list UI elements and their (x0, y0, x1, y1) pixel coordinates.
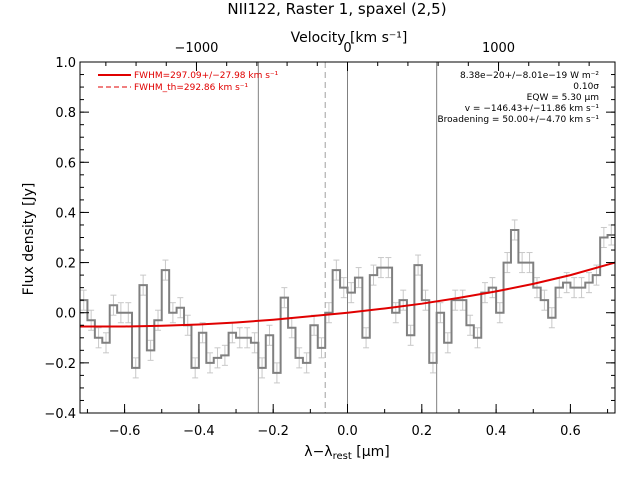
annotation-velocity: v = −146.43+/−11.86 km s⁻¹ (465, 104, 600, 114)
x-axis-title-main: λ−λ (304, 444, 332, 460)
y-tick-label: −0.2 (44, 357, 76, 372)
x-tick-label: −0.6 (109, 424, 141, 439)
top-tick-label: 1000 (482, 41, 515, 56)
annotation-sigma: 0.10σ (573, 82, 599, 92)
fit-curve (80, 261, 616, 328)
x-axis-title: λ−λrest [μm] (304, 444, 389, 462)
y-tick-label: 0.8 (55, 106, 76, 121)
y-tick-label: 0.4 (55, 206, 76, 221)
spectrum-steps (80, 228, 615, 374)
legend: FWHM=297.09+/−27.98 km s⁻¹ FWHM_th=292.8… (98, 71, 279, 93)
top-tick-label: −1000 (174, 41, 218, 56)
legend-item-fwhm: FWHM=297.09+/−27.98 km s⁻¹ (134, 71, 279, 81)
y-tick-label: 0.0 (55, 307, 76, 322)
x-tick-label: 0.6 (560, 424, 581, 439)
x-tick-label: −0.4 (183, 424, 215, 439)
legend-item-fwhm-th: FWHM_th=292.86 km s⁻¹ (134, 83, 249, 93)
x-tick-label: 0.4 (486, 424, 507, 439)
annotation-eqw: EQW = 5.30 μm (527, 93, 599, 103)
top-axis-title: Velocity [km s⁻¹] (291, 30, 408, 46)
annotation-flux: 8.38e−20+/−8.01e−19 W m⁻² (460, 71, 599, 81)
y-tick-label: 0.6 (55, 156, 76, 171)
annotations: 8.38e−20+/−8.01e−19 W m⁻² 0.10σ EQW = 5.… (438, 71, 600, 125)
x-axis-title-sub: rest (333, 451, 352, 462)
plot-area: −0.6 −0.4 −0.2 0.0 0.2 0.4 0.6 −1000 0 1000 −0.4 −0… (44, 41, 616, 439)
top-tick-label: 0 (343, 41, 351, 56)
y-tick-label: 0.2 (55, 257, 76, 272)
x-axis-title-unit: [μm] (352, 444, 390, 460)
y-axis-title: Flux density [Jy] (21, 183, 37, 296)
annotation-broadening: Broadening = 50.00+/−4.70 km s⁻¹ (438, 115, 600, 125)
y-tick-label: −0.4 (44, 407, 76, 422)
x-tick-label: 0.2 (411, 424, 432, 439)
y-tick-label: 1.0 (55, 56, 76, 71)
x-tick-label: −0.2 (257, 424, 289, 439)
chart-title: NII122, Raster 1, spaxel (2,5) (227, 0, 446, 18)
x-tick-label: 0.0 (337, 424, 358, 439)
